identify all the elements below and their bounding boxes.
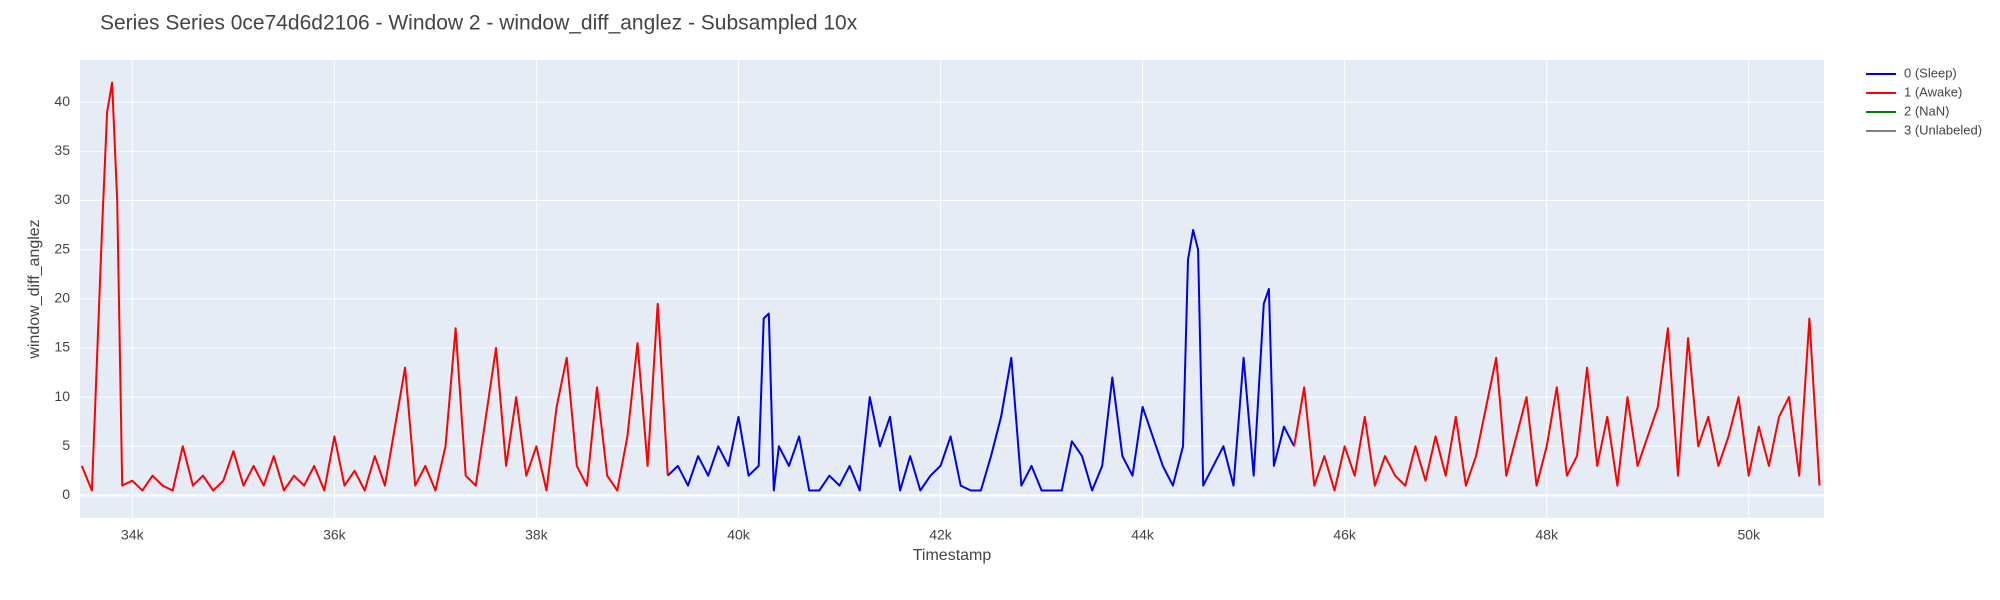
x-tick-label: 34k	[121, 527, 145, 543]
y-tick-label: 15	[54, 339, 70, 355]
x-tick-label: 42k	[929, 527, 953, 543]
x-tick-label: 38k	[525, 527, 549, 543]
y-tick-label: 5	[62, 437, 70, 453]
x-tick-label: 46k	[1333, 527, 1357, 543]
x-tick-label: 36k	[323, 527, 347, 543]
chart-title: Series Series 0ce74d6d2106 - Window 2 - …	[100, 12, 858, 35]
x-axis-title: Timestamp	[913, 547, 992, 564]
y-tick-label: 0	[62, 486, 70, 502]
y-tick-label: 25	[54, 240, 70, 256]
legend-label: 1 (Awake)	[1904, 84, 1962, 99]
plot-area	[80, 60, 1824, 518]
series-line	[80, 81, 1821, 492]
x-tick-label: 50k	[1737, 527, 1761, 543]
series-line	[667, 229, 1295, 492]
legend-label: 2 (NaN)	[1904, 103, 1950, 118]
y-tick-label: 10	[54, 388, 70, 404]
x-tick-label: 44k	[1131, 527, 1155, 543]
x-tick-label: 40k	[727, 527, 751, 543]
y-tick-label: 40	[54, 93, 70, 109]
x-tick-label: 48k	[1535, 527, 1559, 543]
legend-label: 0 (Sleep)	[1904, 65, 1957, 80]
y-tick-label: 35	[54, 142, 70, 158]
y-axis-title: window_diff_anglez	[26, 219, 43, 359]
legend-label: 3 (Unlabeled)	[1904, 122, 1982, 137]
y-tick-label: 30	[54, 191, 70, 207]
y-tick-label: 20	[54, 290, 70, 306]
